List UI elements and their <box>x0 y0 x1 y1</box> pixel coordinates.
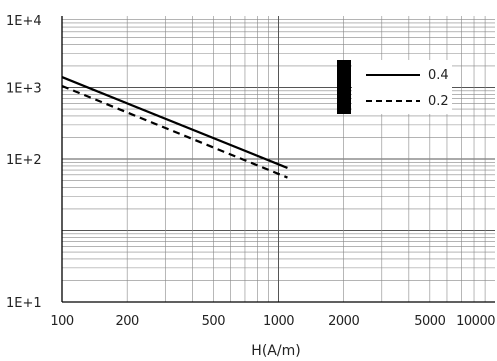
x-tick-label: 1000 <box>263 314 294 329</box>
y-tick-label: 1E+3 <box>6 82 42 97</box>
grid <box>61 16 495 303</box>
axes <box>61 16 495 303</box>
y-tick-label: 1E+2 <box>6 153 42 168</box>
legend-marker-block <box>337 60 351 114</box>
series-line-0.4 <box>61 76 288 169</box>
legend: 0.4 0.2 <box>337 60 452 114</box>
y-tick-label: 1E+4 <box>6 14 42 29</box>
x-tick-label: 200 <box>116 314 140 329</box>
x-axis-title: H(A/m) <box>251 343 300 359</box>
legend-label-0.2: 0.2 <box>428 94 449 109</box>
x-tick-label: 2000 <box>328 314 359 329</box>
y-tick-labels: 1E+1 1E+2 1E+3 1E+4 <box>6 14 42 311</box>
series-line-0.2 <box>61 84 288 179</box>
legend-background <box>352 60 452 114</box>
x-tick-label: 5000 <box>414 314 445 329</box>
x-tick-label: 100 <box>50 314 74 329</box>
series-lines <box>61 76 288 179</box>
x-tick-label: 500 <box>202 314 226 329</box>
y-tick-label: 1E+1 <box>6 296 42 311</box>
x-tick-labels: 100 200 500 1000 2000 5000 10000 <box>50 314 495 329</box>
legend-label-0.4: 0.4 <box>428 68 449 83</box>
x-tick-label: 10000 <box>456 314 495 329</box>
